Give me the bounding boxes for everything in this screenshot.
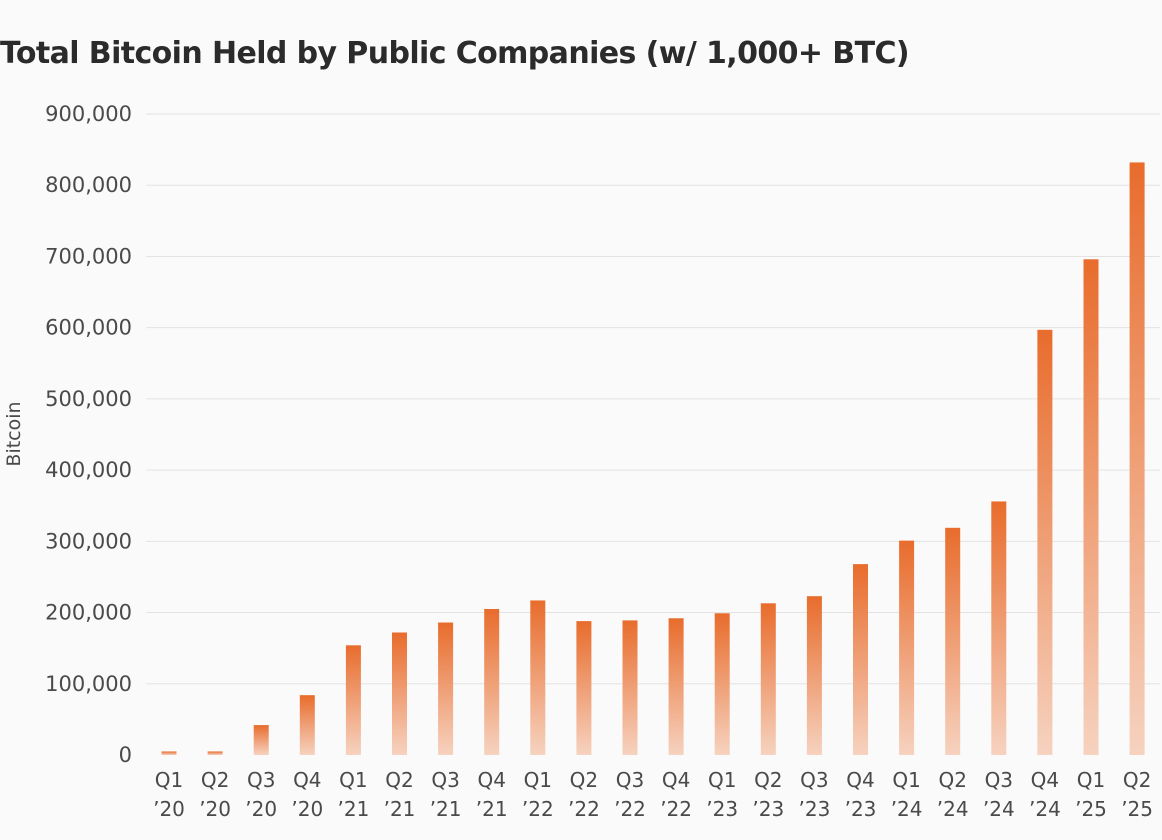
x-tick-year: ’22 [614, 797, 646, 821]
y-tick-label: 600,000 [45, 316, 132, 340]
bar [853, 564, 868, 755]
y-tick-label: 0 [119, 743, 132, 767]
x-tick-quarter: Q4 [1031, 768, 1059, 792]
y-tick-label: 900,000 [45, 102, 132, 126]
x-tick-year: ’20 [153, 797, 185, 821]
bar [438, 622, 454, 755]
x-tick-year: ’24 [937, 797, 969, 821]
x-tick-quarter: Q4 [293, 768, 321, 792]
y-tick-label: 500,000 [45, 387, 132, 411]
x-tick-year: ’22 [568, 797, 600, 821]
x-axis-ticks: Q1 ’20 Q2 ’20 Q3 ’20 Q4 ’20 Q1 ’21 Q2 ’21 Q3 ’21 Q4 ’21… [153, 768, 1153, 821]
bar [760, 603, 776, 755]
x-tick-quarter: Q3 [616, 768, 644, 792]
bar [622, 620, 638, 755]
x-tick-quarter: Q3 [985, 768, 1013, 792]
bar [714, 613, 730, 755]
bar [1083, 259, 1099, 755]
x-tick-quarter: Q1 [339, 768, 367, 792]
bar [207, 751, 223, 755]
x-tick-year: ’23 [706, 797, 738, 821]
x-tick-quarter: Q3 [800, 768, 828, 792]
x-tick-year: ’21 [430, 797, 462, 821]
x-tick-quarter: Q1 [708, 768, 736, 792]
bar [668, 618, 684, 755]
x-tick-quarter: Q2 [570, 768, 598, 792]
bar [1129, 162, 1145, 756]
bar [1037, 329, 1053, 755]
bar [899, 540, 915, 755]
x-tick-quarter: Q4 [662, 768, 690, 792]
bar [530, 600, 546, 755]
x-tick-quarter: Q3 [431, 768, 459, 792]
x-tick-year: ’25 [1075, 797, 1107, 821]
bar [484, 608, 500, 755]
bars [161, 162, 1145, 756]
x-tick-year: ’20 [199, 797, 231, 821]
x-tick-year: ’24 [1029, 797, 1061, 821]
gridlines [146, 113, 1160, 685]
x-tick-quarter: Q4 [846, 768, 874, 792]
bar [253, 725, 269, 755]
y-axis-ticks: 0 100,000 200,000 300,000 400,000 500,000 600,… [45, 102, 132, 767]
x-tick-quarter: Q4 [477, 768, 505, 792]
bar [161, 751, 177, 755]
x-tick-year: ’20 [245, 797, 277, 821]
x-tick-quarter: Q2 [201, 768, 229, 792]
x-tick-year: ’22 [660, 797, 692, 821]
bar [576, 621, 592, 755]
bar [945, 527, 961, 755]
y-tick-label: 200,000 [45, 601, 132, 625]
x-tick-quarter: Q2 [754, 768, 782, 792]
x-tick-quarter: Q1 [155, 768, 183, 792]
x-tick-year: ’21 [476, 797, 508, 821]
y-tick-label: 800,000 [45, 173, 132, 197]
y-tick-label: 400,000 [45, 458, 132, 482]
x-tick-year: ’23 [798, 797, 830, 821]
x-tick-year: ’20 [291, 797, 323, 821]
y-tick-label: 700,000 [45, 244, 132, 268]
bar [345, 645, 361, 755]
y-tick-label: 300,000 [45, 529, 132, 553]
x-tick-year: ’23 [752, 797, 784, 821]
x-tick-quarter: Q1 [892, 768, 920, 792]
y-tick-label: 100,000 [45, 672, 132, 696]
bar [299, 695, 315, 755]
x-tick-quarter: Q2 [938, 768, 966, 792]
x-tick-year: ’22 [522, 797, 554, 821]
x-tick-year: ’21 [384, 797, 416, 821]
x-tick-quarter: Q2 [1123, 768, 1151, 792]
y-axis-label: Bitcoin [3, 401, 25, 466]
chart-title: Total Bitcoin Held by Public Companies (… [0, 36, 910, 71]
x-tick-quarter: Q1 [524, 768, 552, 792]
x-tick-year: ’23 [845, 797, 877, 821]
bar [392, 632, 407, 755]
x-tick-quarter: Q1 [1077, 768, 1105, 792]
x-tick-year: ’21 [337, 797, 369, 821]
x-tick-year: ’24 [891, 797, 923, 821]
x-tick-year: ’25 [1121, 797, 1153, 821]
bar [991, 501, 1007, 755]
x-tick-quarter: Q3 [247, 768, 275, 792]
x-tick-quarter: Q2 [385, 768, 413, 792]
x-tick-year: ’24 [983, 797, 1015, 821]
bar [806, 596, 822, 755]
